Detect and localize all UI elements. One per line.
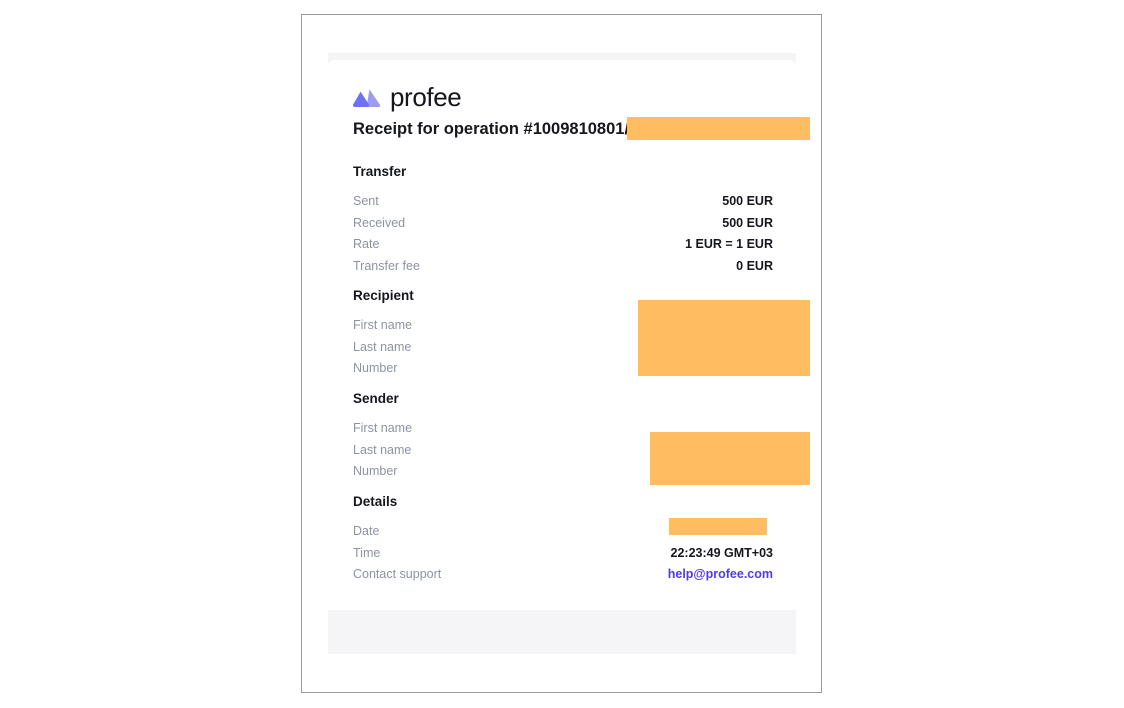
section-transfer: Transfer Sent 500 EUR Received 500 EUR R… (353, 164, 773, 277)
redaction-block-date (669, 518, 767, 535)
row-label: Sent (353, 194, 379, 208)
detail-row: Received 500 EUR (353, 213, 773, 235)
page-title: Receipt for operation #1009810801/ (353, 120, 630, 138)
section-sender: Sender First name Last name Number (353, 391, 773, 483)
row-label: Received (353, 215, 406, 230)
row-label: Contact support (353, 567, 442, 581)
detail-row: Number (353, 358, 773, 380)
row-label: Number (353, 361, 398, 375)
detail-row: Last name (353, 337, 773, 359)
section-heading-sender: Sender (353, 391, 399, 406)
detail-row: Sent 500 EUR (353, 191, 773, 213)
support-email-link[interactable]: help@profee.com (667, 567, 773, 581)
section-details: Details Date Time 22:23:49 GMT+03 Contac… (353, 494, 773, 586)
section-recipient: Recipient First name Last name Number (353, 288, 773, 380)
brand-logo: profee (353, 82, 462, 112)
row-label: First name (353, 421, 413, 435)
row-label: Last name (353, 442, 412, 457)
redaction-block-operation-id (627, 117, 810, 140)
row-value: 500 EUR (722, 215, 773, 230)
detail-row: Contact support help@profee.com (353, 564, 773, 586)
row-value: 500 EUR (722, 194, 773, 208)
detail-row: Rate 1 EUR = 1 EUR (353, 234, 773, 256)
detail-row: Transfer fee 0 EUR (353, 256, 773, 278)
row-label: Number (353, 464, 398, 478)
redaction-block-sender (650, 432, 810, 485)
section-heading-details: Details (353, 494, 398, 509)
section-heading-recipient: Recipient (353, 288, 414, 303)
row-label: Transfer fee (353, 258, 420, 273)
detail-row: First name (353, 315, 773, 337)
row-value: 22:23:49 GMT+03 (670, 545, 773, 560)
section-heading-transfer: Transfer (353, 164, 407, 179)
card-top-strip (328, 53, 796, 63)
row-value: 1 EUR = 1 EUR (685, 237, 773, 251)
redaction-block-recipient (638, 300, 810, 376)
row-value: 0 EUR (736, 258, 773, 273)
detail-row: Last name (353, 440, 773, 462)
detail-row: First name (353, 418, 773, 440)
row-label: Rate (353, 237, 380, 251)
row-label: Time (353, 545, 381, 560)
receipt-footer-band (328, 610, 796, 654)
detail-row: Time 22:23:49 GMT+03 (353, 543, 773, 565)
detail-row: Number (353, 461, 773, 483)
detail-row: Date (353, 521, 773, 543)
row-label: First name (353, 318, 413, 332)
row-label: Date (353, 524, 380, 538)
profee-mountain-logo-icon (353, 89, 381, 107)
receipt-title-row: Receipt for operation #1009810801/ (353, 118, 629, 140)
row-label: Last name (353, 339, 412, 354)
brand-wordmark: profee (390, 82, 462, 112)
receipt-card: profee Receipt for operation #1009810801… (328, 60, 796, 608)
